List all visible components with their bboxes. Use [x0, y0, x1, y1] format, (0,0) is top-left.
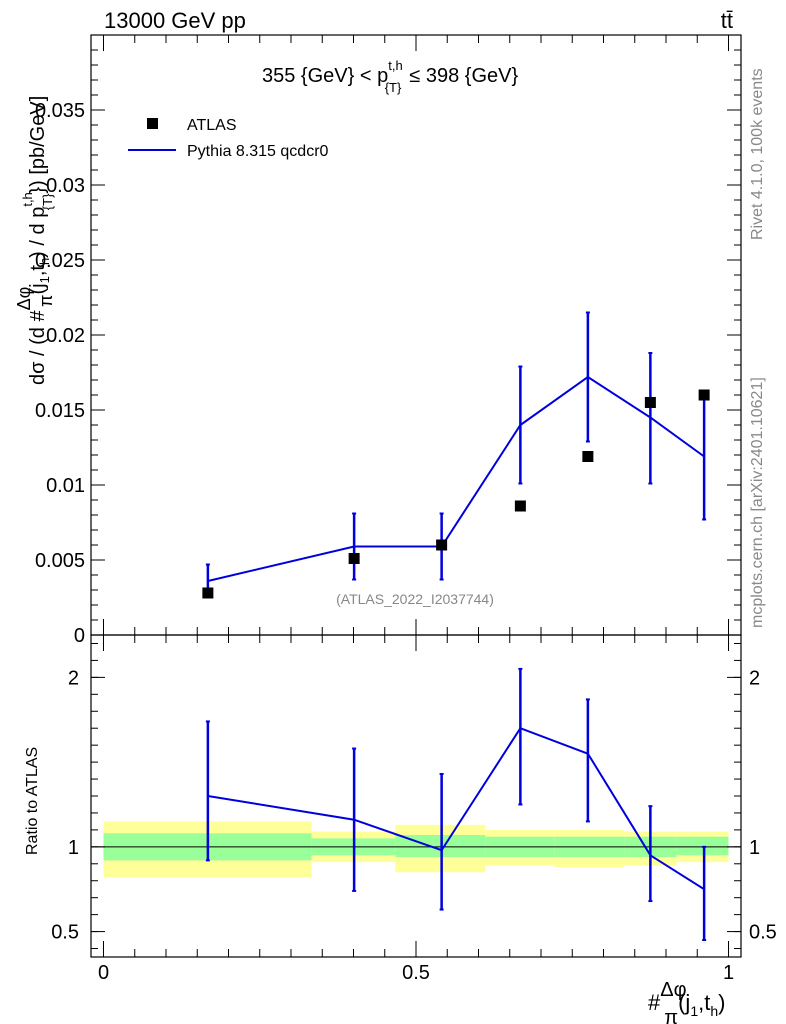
atlas-marker: [514, 500, 526, 512]
analysis-watermark: (ATLAS_2022_I2037744): [336, 591, 494, 607]
ylabel-frac-den: π: [36, 295, 56, 307]
pythia-line: [207, 375, 705, 582]
atlas-marker: [644, 397, 656, 408]
title-pre: 355 {GeV} < p: [262, 65, 388, 87]
atlas-marker: [348, 553, 360, 564]
xlabel-mid2: ,t: [698, 990, 710, 1015]
main-y-axis-label: dσ / (d #Δφ π(j1,th) / d pt,h {T}}) [pb/Ge…: [14, 96, 56, 385]
mcplots-label: mcplots.cern.ch [arXiv:2401.10621]: [749, 377, 766, 628]
x-tick-label: 0: [98, 962, 109, 984]
main-y-tick-label: 0.03: [46, 175, 85, 197]
main-y-tick-label: 0.025: [35, 250, 85, 272]
ylabel-sub: {T}: [40, 193, 55, 210]
xlabel-post: ): [718, 990, 725, 1015]
main-y-tick-label: 0: [74, 625, 85, 647]
main-y-tick-label: 0.035: [35, 100, 85, 122]
ratio-y-tick-label: 2: [68, 667, 79, 689]
xlabel-frac-den: π: [664, 1007, 678, 1024]
main-y-tick-label: 0.01: [46, 475, 85, 497]
ylabel-post: }) [pb/GeV]: [27, 96, 49, 194]
title-sup: t,h: [388, 58, 402, 73]
ylabel-mid: (j: [27, 283, 49, 294]
ylabel-pre: dσ / (d #: [27, 310, 49, 385]
legend: ATLAS Pythia 8.315 qcdcr0: [128, 117, 329, 160]
ratio-panel-data: [205, 667, 707, 942]
panel-title: 355 {GeV} < pt,h {T} ≤ 398 {GeV}: [262, 58, 518, 95]
legend-atlas-marker: [147, 118, 158, 129]
x-tick-label: 0.5: [402, 962, 430, 984]
process-label: tt̄: [721, 8, 733, 33]
ratio-panel-axes: 0 0.5 1 0.5 0.5 1 1 2 2: [51, 634, 777, 984]
title-sub: {T}: [385, 80, 402, 95]
main-y-tick-label: 0.02: [46, 325, 85, 347]
main-y-tick-label: 0.005: [35, 550, 85, 572]
main-panel-axes: 0 0.005 0.01 0.015 0.02 0.025 0.03 0.035: [35, 34, 742, 647]
atlas-marker: [436, 539, 448, 551]
xlabel-frac-num: Δφ: [660, 979, 686, 1001]
legend-atlas-label: ATLAS: [187, 117, 237, 134]
xlabel-mid: (j: [678, 990, 690, 1015]
ratio-y-axis-label: Ratio to ATLAS: [24, 747, 41, 855]
ratio-y-tick-label: 1: [68, 837, 79, 859]
ratio-y-tick-label-right: 1: [749, 837, 760, 859]
main-y-tick-label: 0.015: [35, 400, 85, 422]
ylabel-s1: 1: [37, 276, 52, 283]
ratio-y-tick-label: 0.5: [51, 922, 79, 944]
atlas-marker: [582, 451, 594, 462]
ylabel-frac-num: Δφ: [14, 287, 34, 310]
ratio-frame: [90, 634, 742, 958]
energy-label: 13000 GeV pp: [104, 8, 246, 33]
x-axis-label: #Δφ π(j1,th): [648, 979, 725, 1024]
ratio-y-tick-label-right: 0.5: [749, 922, 777, 944]
title-post: ≤ 398 {GeV}: [409, 65, 518, 87]
xlabel-s1: 1: [690, 1003, 698, 1019]
ylabel-mid3: ) / d p: [27, 207, 49, 258]
rivet-version-label: Rivet 4.1.0, 100k events: [749, 68, 766, 240]
atlas-marker: [698, 389, 710, 401]
xlabel-pre: #: [648, 990, 661, 1015]
main-panel-data: [202, 311, 710, 599]
ylabel-sup: t,h: [20, 192, 35, 206]
xlabel-s2: h: [710, 1003, 718, 1019]
ylabel-s2: h: [37, 258, 52, 265]
ylabel-mid2: ,t: [27, 265, 49, 277]
atlas-marker: [202, 587, 214, 599]
legend-pythia-label: Pythia 8.315 qcdcr0: [187, 143, 329, 160]
ratio-y-tick-label-right: 2: [749, 667, 760, 689]
x-tick-label: 1: [723, 962, 734, 984]
